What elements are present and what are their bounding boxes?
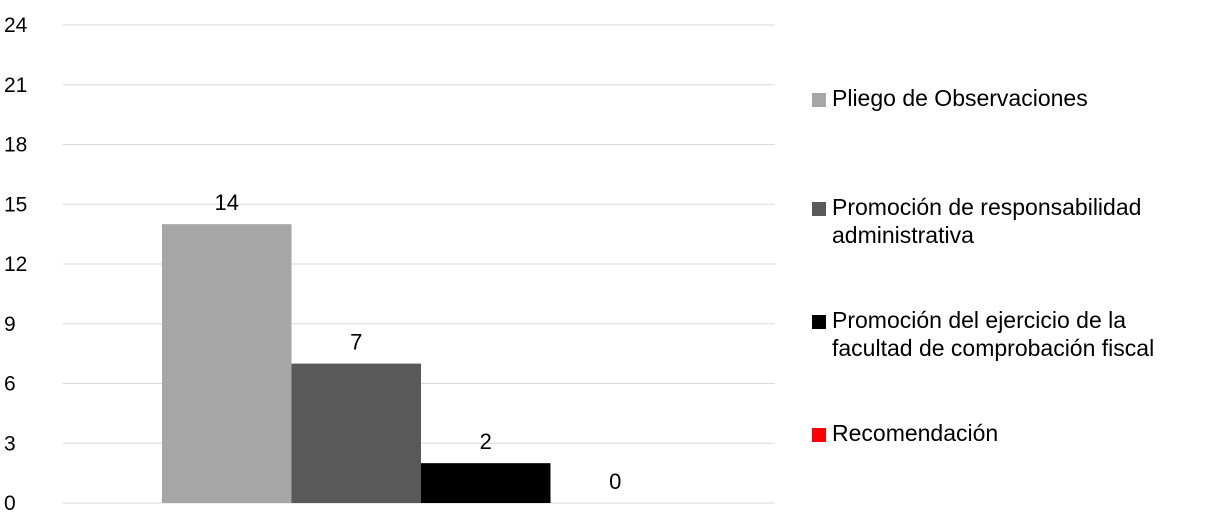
y-tick-label: 6 [4, 373, 16, 396]
legend-label: Promoción del ejercicio de la facultad d… [832, 307, 1155, 361]
bar-3 [421, 463, 551, 503]
legend: Pliego de Observaciones Promoción de resp… [812, 0, 1205, 515]
y-tick-label: 0 [4, 492, 16, 515]
data-label-1: 14 [215, 190, 239, 215]
y-tick-label: 15 [4, 193, 27, 216]
data-label-4: 0 [609, 469, 621, 494]
bar-2 [291, 363, 421, 503]
legend-label: Pliego de Observaciones [832, 85, 1088, 111]
legend-item-3: Promoción del ejercicio de la facultad d… [812, 306, 1202, 362]
y-tick-label: 24 [4, 14, 28, 37]
legend-item-4: Recomendación [812, 419, 1202, 447]
bar-chart: 0 3 6 9 12 15 18 21 24 14 7 2 0 [4, 14, 775, 515]
legend-item-2: Promoción de responsabilidad administrat… [812, 193, 1202, 249]
legend-label: Promoción de responsabilidad administrat… [832, 194, 1142, 248]
data-label-3: 2 [480, 429, 492, 454]
data-labels: 14 7 2 0 [215, 190, 622, 494]
bar-1 [162, 224, 292, 503]
y-tick-label: 21 [4, 74, 27, 97]
y-tick-label: 3 [4, 432, 16, 455]
y-tick-label: 9 [4, 313, 16, 336]
legend-swatch [812, 315, 826, 329]
data-label-2: 7 [350, 330, 362, 355]
legend-swatch [812, 93, 826, 107]
legend-swatch [812, 202, 826, 216]
legend-item-1: Pliego de Observaciones [812, 84, 1202, 112]
y-axis: 0 3 6 9 12 15 18 21 24 [4, 14, 28, 515]
y-tick-label: 12 [4, 253, 27, 276]
y-tick-label: 18 [4, 134, 27, 157]
bars [162, 224, 551, 503]
legend-label: Recomendación [832, 420, 999, 446]
legend-swatch [812, 428, 826, 442]
